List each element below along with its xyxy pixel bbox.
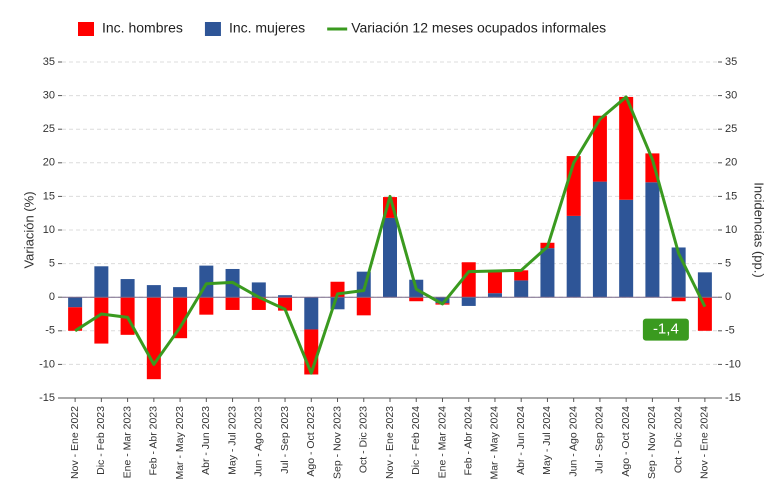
x-tick-label: Mar - May 2023 — [174, 406, 186, 480]
bar — [671, 297, 686, 302]
x-tick-label: Mar - May 2024 — [489, 406, 501, 480]
x-tick-label: Sep - Nov 2024 — [646, 406, 658, 479]
bar — [146, 285, 161, 298]
bar — [592, 115, 607, 182]
legend-label: Inc. hombres — [102, 20, 183, 36]
bar — [461, 297, 476, 306]
x-tick-label: Jun - Ago 2023 — [253, 406, 265, 477]
y2-tick-label: -5 — [725, 325, 735, 337]
x-tick-label: Feb - Abr 2024 — [463, 406, 475, 476]
y-tick-label: 15 — [43, 190, 55, 202]
bar — [120, 279, 135, 298]
y2-axis-title: Incidencias (pp.) — [752, 182, 767, 277]
x-tick-label: Ago - Oct 2023 — [305, 406, 317, 477]
bar — [304, 297, 319, 330]
bar — [592, 181, 607, 298]
y2-tick-label: -15 — [725, 392, 741, 404]
y-tick-label: 0 — [49, 291, 55, 303]
line — [74, 95, 707, 375]
y-axis-title: Variación (%) — [21, 191, 36, 268]
bar — [435, 297, 450, 304]
bar — [619, 199, 634, 298]
y2-tick-label: 25 — [725, 123, 737, 135]
x-tick-label: Abr - Jun 2023 — [200, 406, 212, 475]
x-tick-label: Sep - Nov 2023 — [331, 406, 343, 479]
x-tick-label: Abr - Jun 2024 — [515, 406, 527, 475]
bar — [94, 266, 109, 298]
y2-tick-label: 35 — [725, 56, 737, 68]
x-tick-label: Nov - Ene 2022 — [69, 406, 81, 479]
bar — [225, 297, 240, 310]
y2-tick-label: -10 — [725, 358, 741, 370]
y-tick-label: -15 — [39, 392, 55, 404]
x-tick-label: Ene - Mar 2024 — [436, 406, 448, 479]
y-tick-label: -10 — [39, 358, 55, 370]
x-tick-label: Nov - Ene 2023 — [384, 406, 396, 479]
y2-tick-label: 0 — [725, 291, 731, 303]
bar — [68, 297, 83, 308]
bar — [540, 248, 555, 298]
y2-tick-label: 30 — [725, 90, 737, 102]
x-tick-label: Dic - Feb 2024 — [410, 406, 422, 475]
bar — [619, 96, 634, 200]
bar — [383, 217, 397, 298]
data-label: -1,4 — [653, 321, 679, 338]
y-tick-label: 20 — [43, 157, 55, 169]
bar — [278, 295, 293, 298]
x-tick-label: May - Jul 2024 — [541, 406, 553, 475]
y-tick-label: -5 — [45, 325, 55, 337]
y-tick-label: 30 — [43, 90, 55, 102]
bar — [68, 307, 83, 331]
bar — [697, 272, 712, 298]
legend-label: Variación 12 meses ocupados informales — [351, 20, 606, 36]
x-tick-label: Feb - Abr 2023 — [148, 406, 160, 476]
legend: Inc. hombres Inc. mujeres Variación 12 mes… — [78, 20, 606, 36]
y2-tick-label: 10 — [725, 224, 737, 236]
x-tick-label: May - Jul 2023 — [226, 406, 238, 475]
bar — [251, 282, 266, 298]
bar — [94, 297, 109, 344]
bar — [146, 297, 161, 380]
y-tick-label: 5 — [49, 258, 55, 270]
bar — [173, 287, 188, 298]
y-tick-label: 25 — [43, 123, 55, 135]
y2-tick-label: 5 — [725, 258, 731, 270]
x-tick-label: Dic - Feb 2023 — [95, 406, 107, 475]
x-tick-label: Oct - Dic 2023 — [358, 406, 370, 473]
bar — [356, 297, 371, 316]
bar — [645, 182, 660, 298]
x-tick-label: Oct - Dic 2024 — [672, 406, 684, 473]
bar — [487, 271, 502, 294]
y2-tick-label: 15 — [725, 190, 737, 202]
legend-swatch — [78, 22, 94, 36]
bar — [173, 297, 188, 339]
bar — [409, 297, 424, 302]
x-tick-label: Nov - Ene 2024 — [699, 406, 711, 479]
bar — [697, 297, 712, 331]
bar — [304, 329, 319, 375]
bar — [566, 215, 581, 298]
x-tick-label: Ene - Mar 2023 — [121, 406, 133, 479]
legend-swatch — [204, 22, 221, 36]
bar — [199, 297, 214, 315]
y-tick-label: 35 — [43, 56, 55, 68]
y2-tick-label: 20 — [725, 157, 737, 169]
x-tick-label: Jun - Ago 2024 — [567, 406, 579, 477]
legend-label: Inc. mujeres — [229, 20, 305, 36]
x-tick-label: Ago - Oct 2024 — [620, 406, 632, 477]
x-tick-label: Jul - Sep 2023 — [279, 406, 291, 474]
bar — [514, 280, 529, 298]
y-tick-label: 10 — [43, 224, 55, 236]
x-tick-label: Jul - Sep 2024 — [594, 406, 606, 474]
data-label-box — [642, 318, 689, 341]
bar — [514, 270, 529, 281]
bar — [487, 293, 502, 298]
